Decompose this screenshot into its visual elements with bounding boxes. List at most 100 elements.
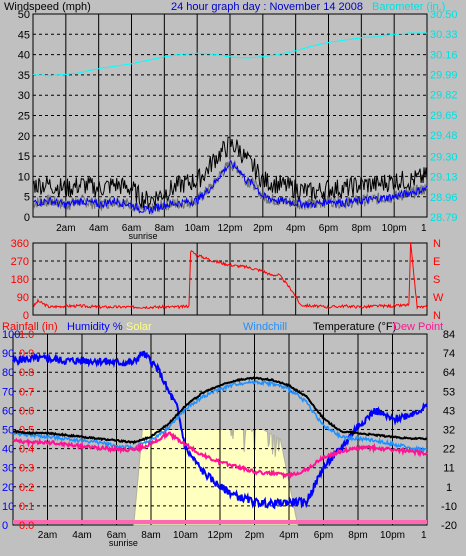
barometer-tick-1: 28.96 bbox=[430, 192, 458, 204]
temp-tick-10: 84 bbox=[443, 329, 455, 341]
p3-xtick-0: 2am bbox=[38, 530, 57, 541]
direction-tick-1: 90 bbox=[17, 292, 29, 304]
series-solar bbox=[133, 429, 299, 526]
p1-xtick-10: 10pm bbox=[382, 223, 407, 234]
barometer-tick-8: 30.16 bbox=[430, 49, 458, 61]
rain-tick-6: 0.6 bbox=[19, 405, 34, 417]
legend-temperature: Temperature (°F) bbox=[313, 321, 396, 333]
barometer-tick-5: 29.65 bbox=[430, 110, 458, 122]
p1-xtick-end: 1 bbox=[421, 223, 427, 234]
windspeed-tick-8: 40 bbox=[18, 50, 30, 62]
compass-tick-3: E bbox=[433, 256, 440, 268]
p1-xtick-6: 2pm bbox=[253, 223, 272, 234]
compass-tick-2: S bbox=[433, 274, 440, 286]
humidity-tick-9: 90 bbox=[2, 348, 14, 360]
barometer-tick-3: 29.30 bbox=[430, 151, 458, 163]
humidity-tick-8: 80 bbox=[2, 367, 14, 379]
barometer-tick-10: 30.50 bbox=[430, 9, 458, 21]
temp-tick-9: 74 bbox=[443, 348, 455, 360]
windspeed-tick-5: 25 bbox=[18, 111, 30, 123]
p1-xtick-4: 10am bbox=[185, 223, 210, 234]
p3-xtick-9: 8pm bbox=[348, 530, 367, 541]
barometer-tick-0: 28.79 bbox=[430, 212, 458, 224]
compass-tick-1: W bbox=[433, 292, 444, 304]
series-barometer bbox=[32, 32, 428, 77]
temp-tick-7: 53 bbox=[443, 386, 455, 398]
windspeed-tick-3: 15 bbox=[18, 151, 30, 163]
temp-tick-8: 64 bbox=[443, 367, 455, 379]
p3-xtick-8: 6pm bbox=[314, 530, 333, 541]
barometer-tick-4: 29.48 bbox=[430, 130, 458, 142]
windspeed-tick-6: 30 bbox=[18, 90, 30, 102]
p3-xtick-2: 6am bbox=[107, 530, 126, 541]
direction-tick-3: 270 bbox=[11, 256, 29, 268]
legend-rainfall: Rainfall (in) bbox=[2, 321, 58, 333]
humidity-tick-6: 60 bbox=[2, 405, 14, 417]
compass-tick-0: N bbox=[433, 310, 441, 322]
series-windspeed bbox=[32, 159, 428, 215]
legend-windchill: Windchill bbox=[243, 321, 287, 333]
windspeed-tick-10: 50 bbox=[18, 9, 30, 21]
temp-tick-2: 1 bbox=[446, 482, 452, 494]
rain-tick-0: 0.0 bbox=[19, 520, 34, 532]
barometer-tick-7: 29.99 bbox=[430, 70, 458, 82]
barometer-tick-6: 29.82 bbox=[430, 90, 458, 102]
windspeed-tick-1: 5 bbox=[24, 192, 30, 204]
humidity-tick-4: 40 bbox=[2, 444, 14, 456]
p3-sunrise-label: sunrise bbox=[109, 538, 138, 548]
rain-tick-2: 0.2 bbox=[19, 482, 34, 494]
legend-humidity: Humidity % bbox=[67, 321, 123, 333]
humidity-tick-5: 50 bbox=[2, 425, 14, 437]
p1-xtick-0: 2am bbox=[56, 223, 75, 234]
p3-xtick-end: 1 bbox=[421, 530, 427, 541]
rain-tick-10: 1.0 bbox=[19, 329, 34, 341]
p3-xtick-10: 10pm bbox=[380, 530, 405, 541]
barometer-tick-2: 29.13 bbox=[430, 172, 458, 184]
p3-xtick-3: 8am bbox=[141, 530, 160, 541]
series-wind-direction bbox=[32, 242, 428, 310]
p1-xtick-3: 8am bbox=[155, 223, 174, 234]
rain-tick-4: 0.4 bbox=[19, 444, 34, 456]
p3-xtick-5: 12pm bbox=[207, 530, 232, 541]
graph-title: 24 hour graph day : November 14 2008 bbox=[171, 1, 363, 13]
temp-tick-4: 22 bbox=[443, 444, 455, 456]
windspeed-tick-9: 45 bbox=[18, 29, 30, 41]
rain-tick-7: 0.7 bbox=[19, 386, 34, 398]
p1-xtick-1: 4am bbox=[89, 223, 108, 234]
p3-xtick-1: 4am bbox=[72, 530, 91, 541]
temp-tick-5: 32 bbox=[443, 425, 455, 437]
rain-tick-3: 0.3 bbox=[19, 463, 34, 475]
series-dewpoint bbox=[12, 429, 428, 480]
p1-xtick-9: 8pm bbox=[352, 223, 371, 234]
p1-xtick-7: 4pm bbox=[286, 223, 305, 234]
humidity-tick-1: 10 bbox=[2, 501, 14, 513]
legend-solar: Solar bbox=[126, 321, 152, 333]
windspeed-axis-label: Windspeed (mph) bbox=[4, 1, 91, 13]
series-rainfall bbox=[13, 520, 427, 524]
series-humidity bbox=[12, 350, 428, 510]
series-wind-gust bbox=[32, 136, 428, 209]
barometer-axis-label: Barometer (in.) bbox=[372, 1, 445, 13]
p1-sunrise-label: sunrise bbox=[128, 231, 157, 241]
p1-xtick-5: 12pm bbox=[217, 223, 242, 234]
p1-xtick-8: 6pm bbox=[319, 223, 338, 234]
windspeed-tick-4: 20 bbox=[18, 131, 30, 143]
rain-tick-8: 0.8 bbox=[19, 367, 34, 379]
humidity-tick-2: 20 bbox=[2, 482, 14, 494]
p3-xtick-7: 4pm bbox=[279, 530, 298, 541]
humidity-tick-0: 0 bbox=[2, 520, 8, 532]
windspeed-tick-2: 10 bbox=[18, 171, 30, 183]
windspeed-tick-0: 0 bbox=[24, 212, 30, 224]
series-temperature bbox=[12, 376, 427, 445]
barometer-tick-9: 30.33 bbox=[430, 29, 458, 41]
humidity-tick-10: 100 bbox=[2, 329, 20, 341]
humidity-tick-7: 70 bbox=[2, 386, 14, 398]
temp-humidity-plot: 0 0.010 0.120 0.230 0.340 0.450 0.560 0.670 0.78… bbox=[2, 329, 457, 548]
windspeed-barometer-plot: 0 5 10 15 20 25 30 35 40 45 50 28.79 28.96 29.13 29.30… bbox=[18, 9, 458, 241]
direction-tick-0: 0 bbox=[23, 310, 29, 322]
temp-tick-6: 43 bbox=[443, 405, 455, 417]
temp-tick-1: -10 bbox=[441, 501, 457, 513]
legend-dewpoint: Dew Point bbox=[393, 321, 443, 333]
